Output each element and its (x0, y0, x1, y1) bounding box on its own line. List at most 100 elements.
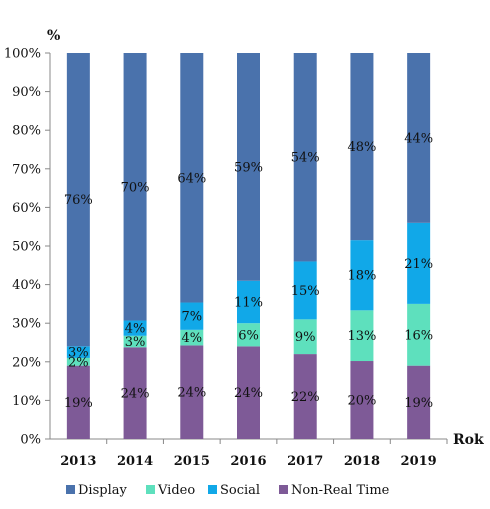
bar-segment (237, 323, 260, 347)
legend-label: Social (220, 483, 260, 498)
y-tick-label: 10% (12, 394, 41, 409)
data-label: 2% (68, 355, 89, 370)
bar-segment (293, 53, 317, 262)
bar-segment (407, 222, 431, 304)
bar-segment (123, 320, 147, 336)
y-tick-label: 70% (12, 162, 41, 177)
data-label: 20% (347, 394, 376, 409)
data-label: 7% (181, 310, 202, 325)
data-label: 15% (291, 284, 320, 299)
bar-segment (180, 345, 204, 439)
bar-segment (66, 357, 90, 366)
bar-segment (350, 361, 374, 439)
bar-segment (66, 346, 90, 358)
legend-label: Display (78, 483, 127, 498)
bar-stack-2019 (407, 53, 431, 439)
bar-segment (293, 354, 317, 439)
bar-stack-2014 (123, 53, 147, 439)
legend-label: Non-Real Time (291, 483, 390, 498)
data-label: 48% (347, 140, 376, 155)
data-label: 6% (238, 328, 259, 343)
data-label: 22% (291, 390, 320, 405)
legend-item: Display (66, 483, 127, 498)
bar-segment (350, 310, 374, 362)
data-label: 21% (404, 257, 433, 272)
bar-segment (407, 53, 431, 223)
legend-item: Non-Real Time (279, 483, 390, 498)
data-label: 64% (177, 171, 206, 186)
bar-segment (293, 261, 317, 320)
data-label: 19% (64, 396, 93, 411)
data-label: 4% (125, 322, 146, 337)
y-tick-label: 50% (12, 240, 41, 255)
legend: Display Video Social Non-Real Time (66, 483, 390, 498)
data-label: 4% (181, 331, 202, 346)
y-tick-label: 80% (12, 124, 41, 139)
data-label: 24% (177, 386, 206, 401)
y-tick-label: 90% (12, 85, 41, 100)
bar-stack-2016 (237, 53, 260, 439)
data-label: 59% (234, 160, 263, 175)
data-label: 54% (291, 151, 320, 166)
y-tick-label: 30% (12, 317, 41, 332)
bar-segment (407, 365, 431, 439)
data-label: 3% (68, 346, 89, 361)
bar-stacks (66, 53, 431, 439)
category-labels: 2013 2014 2015 2016 2017 2018 2019 (60, 454, 436, 469)
bar-segment (66, 53, 90, 347)
data-label: 13% (347, 329, 376, 344)
bar-stack-2013 (66, 53, 90, 439)
bar-segment (123, 53, 147, 321)
data-label: 24% (121, 387, 150, 402)
x-tick-label: 2015 (174, 454, 210, 469)
bar-segment (293, 319, 317, 355)
data-label: 44% (404, 131, 433, 146)
bar-stack-2015 (180, 53, 204, 439)
x-tick-label: 2013 (60, 454, 96, 469)
bar-segment (237, 280, 260, 324)
legend-label: Video (157, 483, 195, 498)
data-label: 70% (121, 180, 150, 195)
bar-stack-2018 (350, 53, 374, 439)
x-axis-title: Rok (453, 432, 484, 448)
bar-segment (350, 53, 374, 241)
bar-segment (123, 335, 147, 348)
data-label: 76% (64, 193, 93, 208)
data-label: 16% (404, 328, 433, 343)
bar-segment (407, 303, 431, 366)
bar-segment (237, 53, 260, 281)
y-unit-label: % (47, 28, 60, 44)
bar-segment (180, 302, 204, 330)
data-label: 18% (347, 269, 376, 284)
x-axis (50, 438, 448, 444)
data-labels: 19%2%3%76%24%3%4%70%24%4%7%64%24%6%11%59… (64, 131, 433, 410)
data-label: 19% (404, 396, 433, 411)
data-label: 3% (125, 335, 146, 350)
legend-item: Video (146, 483, 195, 498)
legend-swatch (66, 485, 75, 494)
y-tick-labels: 0% 10% 20% 30% 40% 50% 60% 70% 80% 90% 100% (4, 47, 50, 448)
x-tick-label: 2017 (287, 454, 323, 469)
bar-segment (123, 347, 147, 439)
x-tick-label: 2014 (117, 454, 153, 469)
bar-segment (237, 346, 260, 439)
legend-swatch (279, 485, 288, 494)
y-tick-label: 0% (20, 433, 41, 448)
bar-segment (180, 53, 204, 303)
bar-stack-2017 (293, 53, 317, 439)
y-tick-label: 40% (12, 278, 41, 293)
bar-segment (66, 365, 90, 439)
x-tick-label: 2018 (344, 454, 380, 469)
y-tick-label: 60% (12, 201, 41, 216)
x-tick-label: 2016 (230, 454, 266, 469)
bar-segment (350, 240, 374, 311)
legend-swatch (146, 485, 155, 494)
y-tick-label: 100% (4, 47, 41, 62)
data-label: 9% (295, 330, 316, 345)
data-label: 11% (234, 295, 263, 310)
y-tick-label: 20% (12, 355, 41, 370)
legend-swatch (208, 485, 217, 494)
x-tick-label: 2019 (401, 454, 437, 469)
legend-item: Social (208, 483, 260, 498)
